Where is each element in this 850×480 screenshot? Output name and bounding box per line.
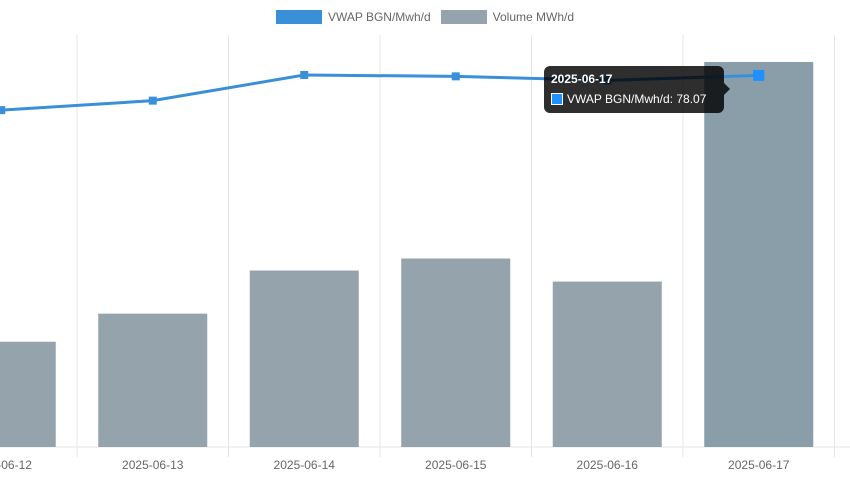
tooltip-value: 78.07	[676, 92, 707, 106]
volume-bars	[0, 62, 814, 447]
volume-bar[interactable]	[249, 270, 359, 447]
legend-swatch-vwap	[275, 10, 322, 24]
tooltip-separator: :	[669, 92, 677, 106]
x-tick-label: 2025-06-15	[425, 458, 487, 472]
vwap-point[interactable]	[451, 72, 460, 81]
tooltip-title: 2025-06-17	[551, 72, 613, 86]
legend-item-volume[interactable]: Volume MWh/d	[440, 10, 575, 24]
tooltip-swatch	[551, 93, 563, 105]
vwap-point[interactable]	[0, 106, 6, 115]
volume-bar[interactable]	[0, 341, 56, 447]
legend-swatch-volume	[440, 10, 487, 24]
legend-item-vwap[interactable]: VWAP BGN/Mwh/d	[275, 10, 431, 24]
x-tick-label: 2025-06-13	[122, 458, 184, 472]
tooltip-series-label: VWAP BGN/Mwh/d	[567, 92, 670, 106]
x-tick-label: 2025-06-17	[728, 458, 790, 472]
volume-bar[interactable]	[704, 62, 814, 447]
legend-label-volume: Volume MWh/d	[492, 10, 575, 24]
x-tick-label: 2025-06-12	[0, 458, 32, 472]
vwap-point[interactable]	[753, 69, 765, 81]
tooltip-caret	[724, 83, 730, 95]
x-tick-label: 2025-06-16	[577, 458, 639, 472]
legend-label-vwap: VWAP BGN/Mwh/d	[327, 10, 431, 24]
tooltip-row: VWAP BGN/Mwh/d: 78.07	[551, 90, 717, 108]
vwap-point[interactable]	[300, 71, 309, 79]
volume-bar[interactable]	[98, 313, 208, 447]
x-axis-ticks: 2025-06-12 2025-06-13 2025-06-14 2025-06-15…	[0, 458, 790, 472]
x-tick-label: 2025-06-14	[274, 458, 336, 472]
volume-bar[interactable]	[401, 258, 511, 447]
vwap-point[interactable]	[148, 96, 157, 105]
chart-legend: VWAP BGN/Mwh/d Volume MWh/d	[0, 8, 850, 26]
volume-bar[interactable]	[552, 281, 662, 447]
chart-tooltip: 2025-06-17 VWAP BGN/Mwh/d: 78.07	[544, 66, 730, 113]
